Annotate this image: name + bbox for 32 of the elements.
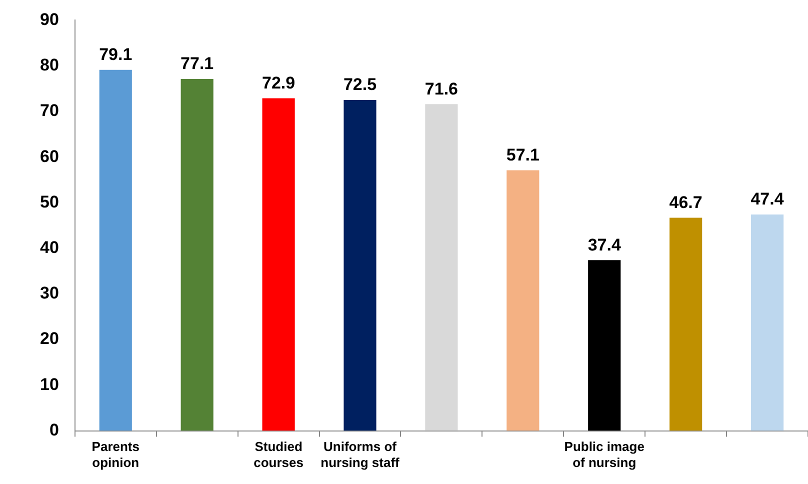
bar	[425, 104, 458, 431]
y-tick-label: 40	[40, 238, 59, 257]
data-label: 79.1	[99, 45, 132, 64]
data-label: 57.1	[506, 145, 540, 164]
y-tick-label: 20	[40, 329, 59, 348]
data-label: 71.6	[424, 79, 458, 98]
y-tick-label: 70	[40, 101, 59, 120]
y-tick-label: 50	[40, 192, 59, 212]
x-tick-label: Studied courses	[254, 439, 304, 470]
bar	[99, 70, 132, 431]
bar	[262, 98, 295, 431]
bar	[750, 214, 784, 431]
y-tick-label: 0	[49, 420, 59, 440]
y-tick-label: 80	[40, 56, 59, 75]
x-tick-label: Public image of nursing	[564, 439, 644, 470]
data-label: 72.9	[262, 73, 296, 92]
x-tick-label: Parents opinion	[92, 439, 140, 470]
data-label: 77.1	[180, 54, 214, 74]
data-label: 37.4	[588, 235, 622, 254]
bar	[344, 100, 376, 431]
bar	[588, 260, 621, 431]
data-label: 46.7	[669, 192, 702, 212]
y-tick-label: 10	[40, 374, 59, 394]
bar	[506, 170, 540, 431]
x-tick-label: Uniforms of nursing staff	[320, 439, 400, 470]
y-tick-label: 90	[40, 10, 59, 29]
bar	[180, 79, 214, 431]
y-tick-label: 60	[40, 146, 59, 166]
data-label: 47.4	[750, 190, 784, 209]
y-tick-label: 30	[40, 284, 59, 303]
data-label: 72.5	[343, 75, 377, 94]
bar	[670, 218, 702, 431]
